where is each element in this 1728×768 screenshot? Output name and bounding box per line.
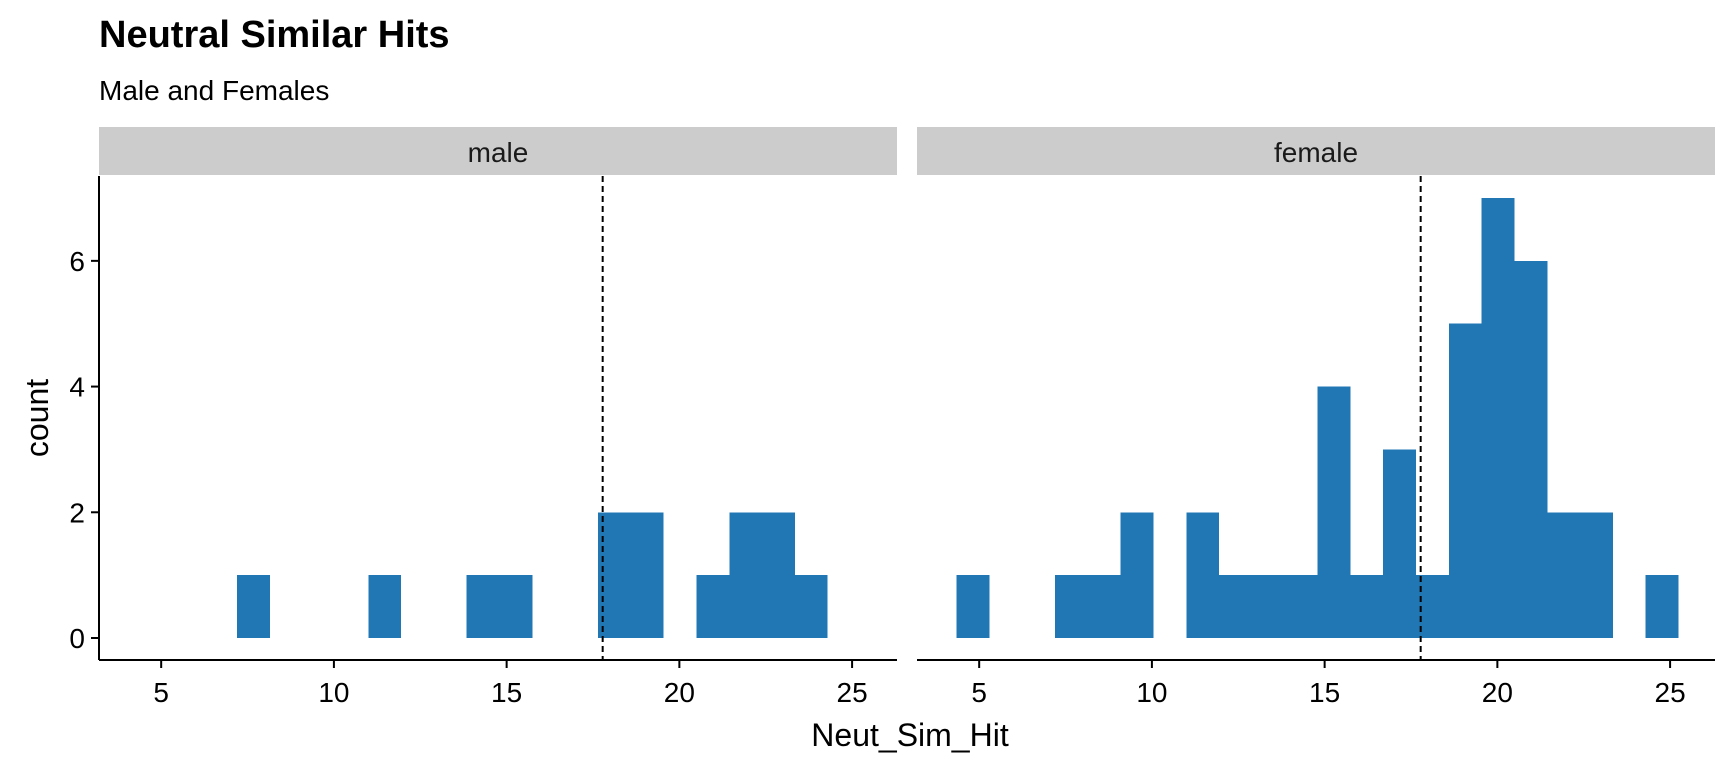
- histogram-bar: [1251, 575, 1285, 638]
- histogram-bar: [368, 575, 402, 638]
- panel-female: female 5 10 15 20 25: [917, 127, 1715, 708]
- histogram-bar: [1087, 575, 1121, 638]
- histogram-bar: [1383, 449, 1417, 638]
- y-axis: 0 2 4 6: [69, 176, 100, 660]
- x-axis-title: Neut_Sim_Hit: [811, 717, 1009, 753]
- histogram-bar: [237, 575, 270, 638]
- histogram-bar: [1580, 512, 1613, 638]
- y-tick-label: 0: [69, 623, 85, 654]
- histogram-bar: [466, 575, 500, 638]
- histogram-bar: [1120, 512, 1154, 638]
- histogram-bar: [1055, 575, 1088, 638]
- chart-subtitle: Male and Females: [99, 75, 330, 106]
- x-tick-label: 5: [153, 677, 169, 708]
- histogram-bar: [1448, 323, 1482, 638]
- x-tick-label: 15: [1309, 677, 1340, 708]
- histogram-bar: [1350, 575, 1384, 638]
- histogram-bar: [1317, 386, 1351, 638]
- x-tick-label: 15: [491, 677, 522, 708]
- y-tick-label: 2: [69, 497, 85, 528]
- histogram-bar: [630, 512, 664, 638]
- histogram-bar: [1219, 575, 1252, 638]
- histogram-bar: [794, 575, 828, 638]
- facet-strip-label-male: male: [468, 137, 529, 168]
- histogram-bar: [1481, 198, 1515, 638]
- histogram-bar: [1547, 512, 1581, 638]
- histogram-bar: [762, 512, 795, 638]
- histogram-bar: [729, 512, 763, 638]
- y-tick-label: 4: [69, 372, 85, 403]
- x-tick-label: 25: [1655, 677, 1686, 708]
- x-tick-label: 10: [1136, 677, 1167, 708]
- histogram-bar: [1186, 512, 1220, 638]
- histogram-bar: [956, 575, 990, 638]
- x-tick-label: 5: [971, 677, 987, 708]
- x-tick-label: 10: [318, 677, 349, 708]
- x-tick-label: 20: [664, 677, 695, 708]
- facet-strip: [917, 127, 1715, 175]
- chart-title: Neutral Similar Hits: [99, 14, 450, 56]
- panel-male: male 5 10 15 20 25: [99, 127, 897, 708]
- y-tick-label: 6: [69, 246, 85, 277]
- histogram-bar: [696, 575, 730, 638]
- histogram-bar: [1514, 260, 1548, 638]
- histogram-bar: [499, 575, 533, 638]
- histogram-bar: [1284, 575, 1318, 638]
- x-tick-label: 20: [1482, 677, 1513, 708]
- histogram-bar: [1645, 575, 1679, 638]
- facet-strip: [99, 127, 897, 175]
- facet-strip-label-female: female: [1274, 137, 1358, 168]
- y-axis-title: count: [19, 379, 55, 457]
- x-tick-label: 25: [837, 677, 868, 708]
